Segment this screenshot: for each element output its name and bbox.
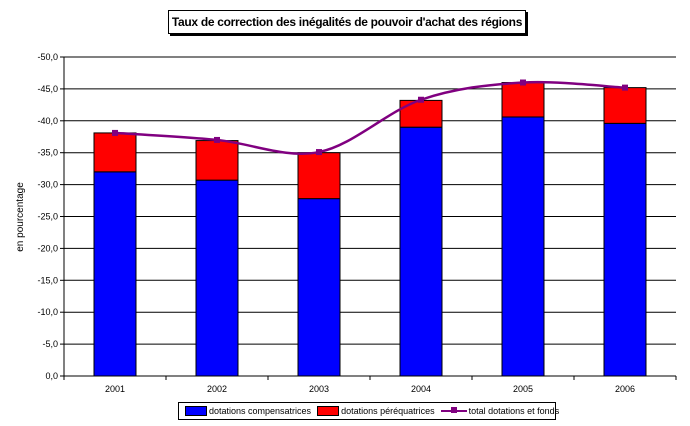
- gridlines: [64, 56, 676, 345]
- y-tick-label: -50,0: [37, 52, 58, 62]
- legend-swatch-red: [317, 406, 340, 416]
- legend: dotations compensatrices dotations péréq…: [178, 402, 559, 420]
- bar-compensatrices: [603, 122, 647, 377]
- x-tick-label: 2005: [513, 384, 533, 394]
- total-line-series: [112, 79, 628, 156]
- bar-perequatrices: [297, 152, 341, 200]
- legend-item-compensatrices: dotations compensatrices: [185, 406, 311, 416]
- legend-swatch-line: [440, 406, 467, 416]
- bar-perequatrices: [93, 132, 137, 173]
- y-tick-label: -25,0: [37, 212, 58, 222]
- y-tick-label: -35,0: [37, 148, 58, 158]
- legend-label: dotations péréquatrices: [341, 406, 435, 416]
- total-marker: [418, 96, 424, 103]
- bar-compensatrices: [399, 126, 443, 377]
- bar-compensatrices: [501, 116, 545, 377]
- y-tick-label: -10,0: [37, 307, 58, 317]
- total-marker: [214, 136, 220, 143]
- x-tick-label: 2001: [105, 384, 125, 394]
- y-tick-label: -40,0: [37, 116, 58, 126]
- y-axis-label: en pourcentage: [15, 182, 26, 252]
- bar-perequatrices: [195, 140, 239, 181]
- x-axis: 2001 2002 2003 2004 2005 2006: [63, 375, 677, 394]
- total-marker: [520, 79, 526, 86]
- y-axis: 0,0 -5,0 -10,0 -15,0 -20,0 -25,0 -30,0 -35,0 -40…: [37, 52, 65, 381]
- bar-perequatrices: [399, 99, 443, 128]
- total-marker: [622, 84, 628, 91]
- legend-label: total dotations et fonds: [468, 406, 560, 416]
- bar-series: [93, 82, 647, 377]
- legend-item-perequatrices: dotations péréquatrices: [317, 406, 435, 416]
- x-tick-label: 2002: [207, 384, 227, 394]
- y-tick-label: -45,0: [37, 84, 58, 94]
- bar-compensatrices: [297, 198, 341, 377]
- x-tick-label: 2004: [411, 384, 431, 394]
- total-marker: [316, 149, 322, 156]
- y-tick-label: -15,0: [37, 275, 58, 285]
- bar-perequatrices: [603, 87, 647, 124]
- y-tick-label: -5,0: [42, 339, 58, 349]
- y-tick-label: -20,0: [37, 243, 58, 253]
- x-tick-label: 2006: [615, 384, 635, 394]
- total-line: [114, 80, 626, 155]
- x-tick-label: 2003: [309, 384, 329, 394]
- total-marker: [112, 129, 118, 136]
- y-tick-label: -30,0: [37, 180, 58, 190]
- bar-perequatrices: [501, 82, 545, 118]
- bar-compensatrices: [93, 171, 137, 377]
- legend-swatch-blue: [185, 406, 207, 416]
- bar-compensatrices: [195, 179, 239, 377]
- y-tick-label: 0,0: [45, 371, 58, 381]
- legend-label: dotations compensatrices: [209, 406, 312, 416]
- chart-title: Taux de correction des inégalités de pou…: [168, 10, 526, 34]
- legend-item-total: total dotations et fonds: [440, 406, 560, 416]
